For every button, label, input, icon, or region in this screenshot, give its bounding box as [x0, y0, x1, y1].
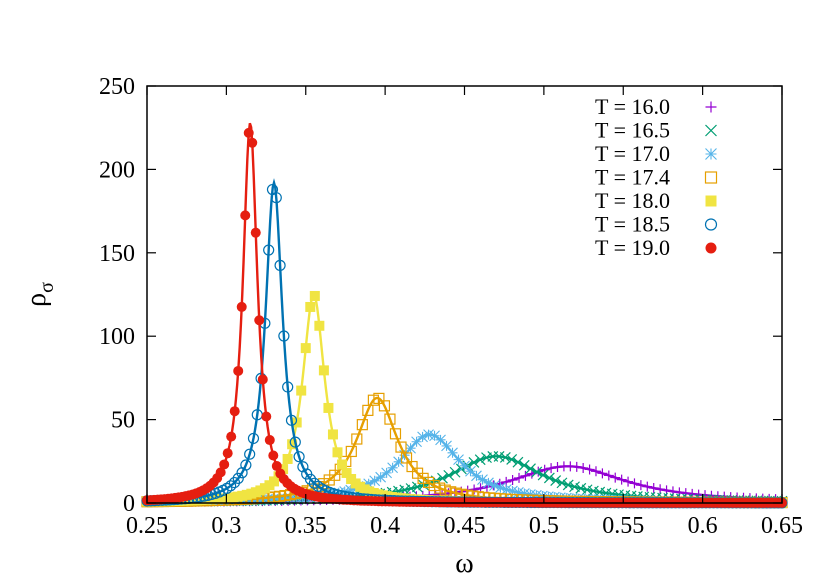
series-line — [146, 396, 782, 504]
legend-item: T = 16.5 — [595, 118, 717, 143]
legend-marker — [705, 242, 717, 254]
legend-item: T = 18.5 — [595, 212, 718, 237]
legend-item: T = 18.0 — [595, 188, 717, 213]
data-point — [225, 480, 237, 492]
legend-marker — [705, 148, 717, 160]
legend-label: T = 17.0 — [595, 141, 670, 166]
series-4 — [142, 290, 787, 508]
data-point — [395, 441, 407, 453]
legend-marker — [705, 124, 717, 137]
legend-label: T = 17.4 — [595, 165, 670, 190]
data-point — [378, 400, 391, 412]
x-tick-label: 0.35 — [285, 513, 327, 539]
legend: T = 16.0T = 16.5T = 17.0T = 17.4T = 18.0… — [595, 94, 718, 260]
y-tick-label: 50 — [111, 408, 135, 434]
y-axis-label-main: ρ — [21, 293, 52, 307]
data-point — [345, 445, 357, 458]
y-axis-label: ρσ — [21, 282, 58, 307]
x-tick-label: 0.55 — [602, 513, 644, 539]
x-tick-label: 0.5 — [529, 513, 559, 539]
y-tick-label: 250 — [99, 74, 135, 100]
legend-label: T = 16.5 — [595, 118, 670, 143]
data-point — [389, 428, 402, 440]
y-tick-label: 100 — [99, 324, 135, 350]
data-point — [308, 477, 320, 489]
x-tick-label: 0.45 — [444, 513, 486, 539]
y-axis-label-sub: σ — [36, 282, 58, 293]
legend-label: T = 16.0 — [595, 94, 670, 119]
axes: 0.25 0.3 0.35 0.4 0.45 0.5 0.55 0.6 0.65 0 50 100 15… — [99, 74, 803, 539]
legend-marker — [704, 218, 718, 231]
data-point — [293, 451, 305, 463]
data-point — [240, 459, 252, 471]
series-line — [146, 122, 782, 505]
legend-label: T = 18.0 — [595, 188, 670, 213]
legend-marker — [704, 171, 718, 184]
legend-item: T = 17.0 — [595, 141, 717, 166]
series-6 — [142, 122, 787, 508]
legend-marker — [705, 101, 717, 113]
data-point — [244, 448, 256, 460]
series-line — [146, 178, 782, 505]
legend-label: T = 18.5 — [595, 212, 670, 237]
y-tick-label: 200 — [99, 157, 135, 183]
x-tick-label: 0.4 — [370, 513, 400, 539]
legend-item: T = 17.4 — [595, 165, 718, 190]
x-axis-label: ω — [455, 548, 473, 579]
data-point — [304, 473, 317, 485]
data-point — [232, 472, 244, 484]
data-point — [351, 433, 363, 445]
x-tick-label: 0.65 — [761, 513, 803, 539]
x-tick-label: 0.3 — [211, 513, 241, 539]
plot-area — [141, 122, 788, 509]
data-point — [384, 413, 396, 425]
data-point — [297, 461, 309, 473]
x-tick-label: 0.6 — [688, 513, 718, 539]
data-point — [356, 419, 368, 431]
x-tick-label: 0.25 — [126, 513, 168, 539]
legend-marker — [705, 195, 717, 207]
y-tick-label: 0 — [123, 491, 135, 517]
legend-label: T = 19.0 — [595, 235, 670, 260]
y-tick-label: 150 — [99, 241, 135, 267]
legend-item: T = 19.0 — [595, 235, 717, 260]
legend-item: T = 16.0 — [595, 94, 717, 119]
data-point — [228, 476, 241, 489]
